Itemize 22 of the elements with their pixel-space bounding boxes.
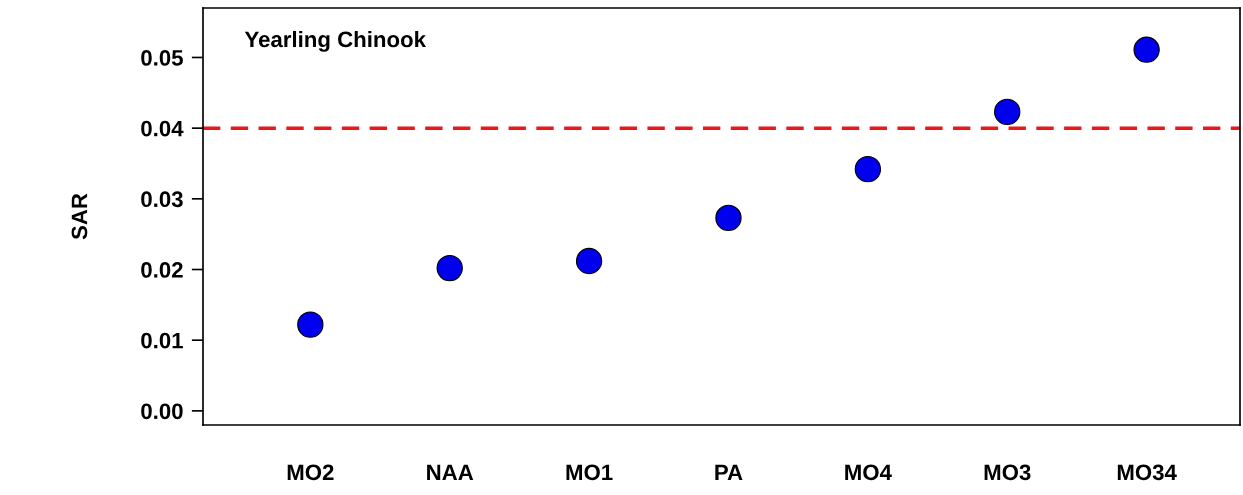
point	[436, 254, 463, 282]
y-tick-label: 0.05	[141, 50, 183, 66]
x-tick-label: MO4	[845, 464, 892, 481]
y-axis-title: SAR	[71, 193, 88, 240]
y-tick-label: 0.01	[141, 332, 183, 349]
y-tick-label: 0.02	[141, 262, 183, 278]
point	[297, 311, 324, 338]
x-tick-label: MO34	[1117, 464, 1177, 481]
y-tick-label: 0.04	[141, 120, 184, 137]
point	[715, 204, 742, 232]
y-tick-label: 0.03	[141, 191, 183, 208]
point	[854, 155, 882, 183]
x-tick-label: PA	[715, 464, 743, 480]
x-tick-label: MO3	[984, 464, 1031, 481]
x-tick-label: MO2	[287, 464, 334, 481]
annotation: Yearling Chinook	[244, 30, 427, 52]
point	[1133, 36, 1160, 63]
point	[575, 247, 603, 275]
x-tick-label: NAA	[427, 464, 474, 480]
y-tick-label: 0.00	[141, 403, 183, 420]
point	[994, 98, 1021, 126]
x-tick-label: MO1	[566, 464, 613, 481]
